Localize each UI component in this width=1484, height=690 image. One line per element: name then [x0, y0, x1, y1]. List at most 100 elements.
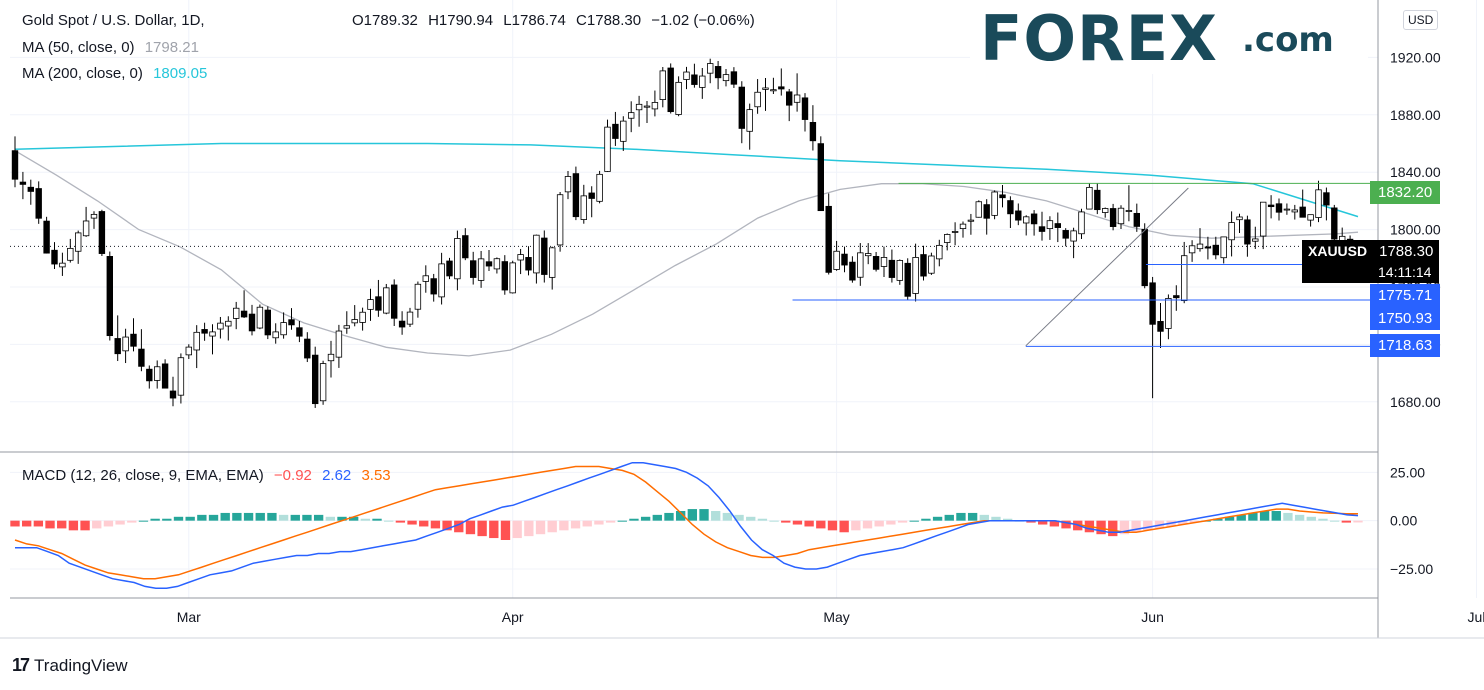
- candle-body: [951, 231, 959, 233]
- candle-body: [1165, 298, 1172, 329]
- macd-histogram-bar: [115, 520, 125, 525]
- candle-body: [635, 103, 643, 111]
- candle-body: [1307, 214, 1314, 221]
- candle-body: [43, 220, 50, 254]
- tradingview-brand[interactable]: 17 TradingView: [12, 655, 128, 676]
- candle-body: [343, 325, 350, 329]
- candle-body: [999, 194, 1006, 199]
- candle-body: [1188, 245, 1196, 254]
- candle-body: [1173, 295, 1180, 299]
- candle-body: [485, 261, 493, 267]
- macd-histogram-bar: [839, 520, 849, 533]
- trendline: [1025, 187, 1189, 347]
- candle-body: [454, 238, 461, 280]
- candle-body: [67, 247, 74, 261]
- macd-histogram-bar: [1189, 520, 1200, 523]
- candle-body: [659, 70, 666, 100]
- candle-body: [248, 313, 256, 332]
- candle-body: [746, 109, 753, 132]
- macd-histogram-bar: [384, 520, 394, 522]
- macd-legend[interactable]: MACD (12, 26, close, 9, EMA, EMA) −0.92 …: [22, 467, 397, 484]
- candle-body: [983, 204, 990, 219]
- candle-body: [533, 234, 540, 274]
- candle-body: [786, 91, 793, 106]
- macd-histogram-bar: [138, 520, 149, 522]
- ma200-value: 1809.05: [153, 65, 208, 82]
- ma50-line: [14, 150, 1359, 357]
- macd-histogram-bar: [629, 518, 639, 521]
- candle-body: [51, 249, 58, 265]
- macd-histogram-bar: [208, 514, 219, 521]
- macd-histogram-bar: [348, 516, 359, 521]
- macd-histogram-bar: [1283, 512, 1293, 521]
- candle-body: [35, 188, 42, 219]
- currency-button[interactable]: USD: [1403, 10, 1439, 30]
- candle-body: [865, 253, 872, 257]
- ohlc-high: H1790.94: [428, 12, 494, 29]
- current-price-tag: XAUUSD 1788.30 14:11:14: [1302, 240, 1440, 283]
- macd-histogram-bar: [734, 514, 744, 521]
- symbol-tag: XAUUSD: [1308, 243, 1368, 259]
- candle-body: [1228, 222, 1235, 241]
- macd-histogram-bar: [1248, 512, 1258, 521]
- candle-body: [130, 333, 137, 347]
- ma200-legend[interactable]: MA (200, close, 0) 1809.05: [22, 65, 213, 82]
- macd-histogram-bar: [524, 520, 534, 537]
- candle-body: [59, 262, 66, 268]
- macd-histogram-bar: [1353, 520, 1363, 523]
- candle-body: [1086, 187, 1093, 210]
- ohlc-close: C1788.30: [576, 12, 642, 29]
- macd-histogram-bar: [699, 509, 709, 521]
- candle-body: [959, 223, 967, 229]
- tradingview-logo-icon: 17: [12, 655, 30, 675]
- candle-body: [1078, 211, 1085, 235]
- candle-body: [801, 97, 809, 120]
- macd-histogram-bar: [605, 520, 616, 523]
- candle-body: [920, 254, 927, 277]
- candle-body: [501, 261, 508, 291]
- macd-histogram-bar: [103, 520, 114, 527]
- macd-histogram-bar: [512, 520, 522, 539]
- candle-body: [390, 284, 398, 319]
- macd-histogram-bar: [173, 516, 184, 521]
- ohlc-low: L1786.74: [503, 12, 566, 29]
- candle-body: [1236, 216, 1243, 221]
- candle-body: [825, 205, 832, 273]
- candle-body: [809, 121, 817, 142]
- macd-histogram-bar: [1108, 520, 1118, 537]
- candle-body: [793, 94, 801, 103]
- candle-body: [288, 319, 295, 326]
- macd-histogram-bar: [360, 518, 371, 521]
- candle-body: [1094, 189, 1101, 211]
- candle-body: [106, 256, 113, 337]
- candle-body: [620, 120, 627, 142]
- candle-body: [311, 354, 319, 405]
- macd-histogram-bar: [489, 520, 499, 539]
- candle-body: [446, 260, 453, 277]
- candle-body: [1220, 236, 1227, 259]
- forex-logo-main: FOREX: [980, 2, 1218, 75]
- support1-price-tag: 1775.71: [1370, 284, 1441, 307]
- macd-histogram-bar: [921, 518, 931, 521]
- macd-histogram-bar: [1341, 520, 1351, 523]
- ma50-legend[interactable]: MA (50, close, 0) 1798.21: [22, 39, 205, 56]
- macd-histogram-bar: [1213, 518, 1223, 521]
- macd-histogram-bar: [827, 520, 838, 531]
- candle-body: [114, 338, 121, 355]
- price-tick-label: 1920.00: [1390, 49, 1441, 65]
- macd-histogram-bar: [500, 520, 511, 540]
- candle-body: [1204, 246, 1212, 249]
- candle-body: [549, 247, 556, 278]
- ma200-label: MA (200, close, 0): [22, 65, 143, 82]
- macd-histogram-bar: [909, 520, 919, 522]
- candle-body: [153, 366, 161, 381]
- time-tick-label: Mar: [177, 609, 201, 625]
- ohlc-legend: O1789.32 H1790.94 L1786.74 C1788.30 −1.0…: [352, 12, 761, 29]
- candle-body: [146, 368, 153, 382]
- macd-histogram-bar: [45, 520, 55, 529]
- macd-histogram-bar: [290, 514, 300, 521]
- candle-body: [604, 126, 611, 172]
- candle-body: [564, 176, 572, 193]
- candle-body: [122, 336, 129, 352]
